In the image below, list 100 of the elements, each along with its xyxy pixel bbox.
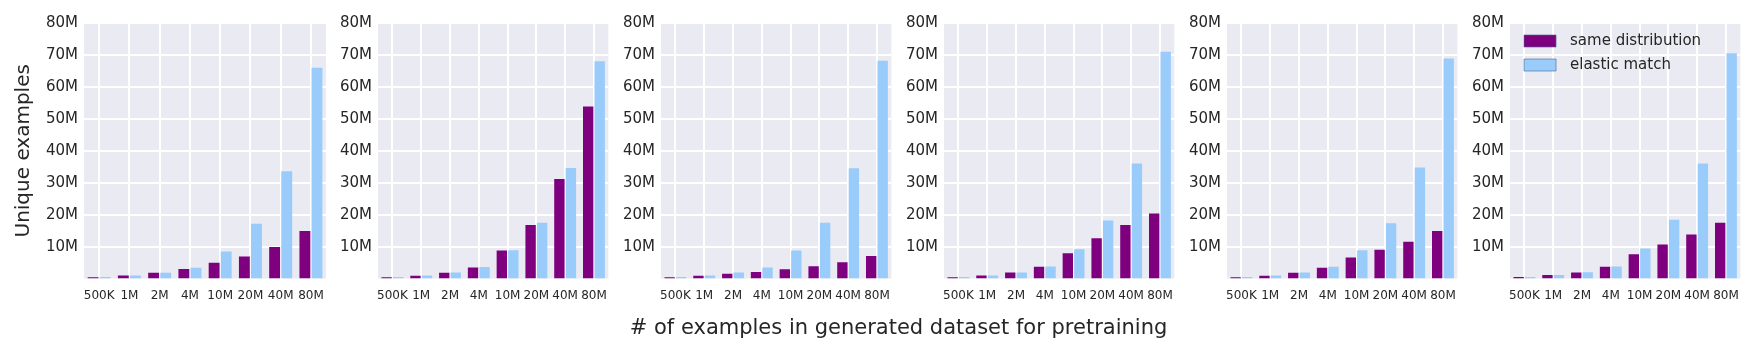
- bar: [1374, 249, 1385, 279]
- x-tick-label: 1M: [1544, 287, 1563, 302]
- bar: [791, 250, 802, 279]
- y-tick-label: 30M: [1472, 172, 1505, 191]
- bar: [1726, 53, 1737, 279]
- bar: [554, 178, 565, 279]
- x-tick-label: 10M: [494, 287, 521, 302]
- x-tick-label: 10M: [1343, 287, 1370, 302]
- bar: [987, 275, 999, 279]
- bar: [837, 262, 848, 279]
- bar: [1657, 244, 1668, 279]
- bar: [1328, 266, 1339, 279]
- bar: [779, 269, 790, 279]
- y-tick-label: 80M: [1189, 12, 1222, 31]
- y-tick-label: 70M: [46, 44, 79, 63]
- bar: [848, 168, 860, 279]
- x-tick-label: 10M: [1626, 287, 1653, 302]
- bar: [808, 266, 819, 279]
- bar: [1160, 51, 1171, 279]
- y-tick-label: 80M: [340, 12, 373, 31]
- bar: [1045, 266, 1056, 279]
- y-tick-label: 60M: [340, 76, 373, 95]
- y-tick-label: 20M: [46, 204, 79, 223]
- x-tick-label: 500K: [1226, 287, 1258, 302]
- bar: [1686, 234, 1697, 279]
- x-tick-label: 1M: [978, 287, 997, 302]
- bar: [704, 275, 716, 279]
- x-tick-label: 80M: [581, 287, 607, 302]
- x-tick-label: 20M: [1372, 287, 1399, 302]
- x-tick-label: 1M: [1261, 287, 1280, 302]
- y-tick-label: 80M: [1472, 12, 1505, 31]
- y-tick-label: 30M: [906, 172, 939, 191]
- x-axis-title: # of examples in generated dataset for pretraining: [628, 314, 1169, 341]
- y-tick-label: 50M: [623, 108, 656, 127]
- bar: [421, 275, 433, 279]
- y-axis-title: Unique examples: [10, 64, 35, 238]
- y-tick-label: 20M: [623, 204, 656, 223]
- bar: [1062, 253, 1073, 279]
- y-tick-label: 10M: [1189, 236, 1222, 255]
- bar: [1403, 241, 1414, 279]
- x-tick-label: 80M: [864, 287, 890, 302]
- bar: [1443, 58, 1454, 279]
- bar: [1582, 272, 1593, 279]
- bar: [1715, 222, 1726, 279]
- bar: [1357, 250, 1368, 279]
- bar: [496, 250, 507, 279]
- y-tick-label: 10M: [46, 236, 79, 255]
- y-tick-label: 30M: [623, 172, 656, 191]
- x-tick-label: 80M: [1147, 287, 1173, 302]
- y-tick-label: 50M: [1472, 108, 1505, 127]
- bar: [1542, 275, 1553, 279]
- bar: [819, 222, 831, 279]
- bar: [1102, 220, 1114, 279]
- bar: [1120, 224, 1131, 279]
- x-tick-label: 40M: [1118, 287, 1144, 302]
- bar: [594, 61, 605, 279]
- bar: [1432, 231, 1443, 279]
- x-tick-label: 500K: [377, 287, 409, 302]
- bar: [1628, 254, 1639, 279]
- bar: [1345, 257, 1356, 279]
- bar: [583, 106, 594, 279]
- y-tick-label: 30M: [340, 172, 373, 191]
- x-tick-label: 20M: [806, 287, 833, 302]
- y-tick-label: 10M: [623, 236, 656, 255]
- bar: [269, 246, 281, 279]
- bar: [220, 251, 232, 279]
- y-tick-label: 40M: [1472, 140, 1505, 159]
- y-tick-label: 20M: [1189, 204, 1222, 223]
- x-tick-label: 20M: [523, 287, 550, 302]
- y-tick-label: 20M: [906, 204, 939, 223]
- bar: [536, 222, 548, 279]
- x-tick-label: 40M: [267, 287, 294, 302]
- x-tick-label: 40M: [552, 287, 578, 302]
- bar: [877, 60, 888, 279]
- x-tick-label: 2M: [724, 287, 742, 302]
- y-tick-label: 30M: [1189, 172, 1222, 191]
- y-tick-label: 60M: [46, 76, 79, 95]
- y-tick-label: 10M: [906, 236, 939, 255]
- x-tick-label: 4M: [1601, 287, 1620, 302]
- x-tick-label: 10M: [777, 287, 804, 302]
- legend-label: same distribution: [1570, 30, 1702, 49]
- x-tick-label: 20M: [237, 287, 264, 302]
- bar: [1149, 213, 1160, 279]
- y-tick-label: 40M: [623, 140, 656, 159]
- y-tick-label: 80M: [623, 12, 656, 31]
- y-tick-label: 10M: [1472, 236, 1505, 255]
- x-tick-label: 2M: [1290, 287, 1308, 302]
- y-tick-label: 70M: [623, 44, 656, 63]
- x-tick-label: 4M: [1318, 287, 1337, 302]
- y-tick-label: 30M: [46, 172, 79, 191]
- x-tick-label: 80M: [298, 287, 324, 302]
- y-tick-label: 70M: [1189, 44, 1222, 63]
- y-tick-label: 50M: [906, 108, 939, 127]
- x-tick-label: 40M: [835, 287, 861, 302]
- bar: [508, 250, 519, 279]
- bar: [525, 224, 536, 279]
- x-tick-label: 80M: [1430, 287, 1456, 302]
- bar: [251, 223, 262, 279]
- y-tick-label: 70M: [906, 44, 939, 63]
- y-tick-label: 50M: [1189, 108, 1222, 127]
